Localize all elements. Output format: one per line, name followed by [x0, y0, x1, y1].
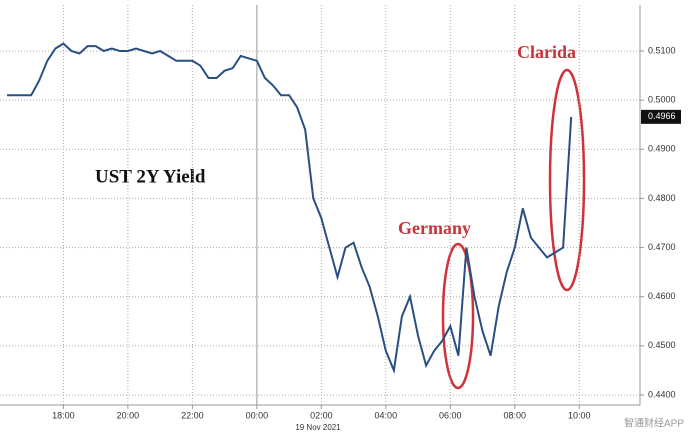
last-value-label: 0.4966: [648, 111, 676, 121]
x-tick-label: 10:00: [568, 410, 591, 420]
y-tick-label: 0.4900: [648, 144, 676, 154]
y-tick-label: 0.5100: [648, 45, 676, 55]
date-label: 19 Nov 2021: [295, 423, 341, 432]
highlight-ellipse: [441, 242, 475, 390]
chart-title: UST 2Y Yield: [95, 166, 206, 187]
y-tick-label: 0.5000: [648, 95, 676, 105]
highlight-ellipse: [548, 68, 586, 292]
last-value-tag: [641, 109, 681, 124]
watermark: 智通财经APP: [624, 417, 684, 430]
x-tick-label: 04:00: [375, 410, 398, 420]
y-tick-label: 0.4700: [648, 242, 676, 252]
line: [7, 42, 573, 375]
x-tick-label: 02:00: [310, 410, 333, 420]
y-tick-label: 0.4800: [648, 193, 676, 203]
annotation: Clarida: [517, 42, 576, 62]
x-tick-label: 22:00: [181, 410, 204, 420]
x-tick-label: 08:00: [504, 410, 527, 420]
annotation: Germany: [398, 218, 471, 238]
x-tick-label: 06:00: [439, 410, 462, 420]
x-tick-label: 00:00: [246, 410, 269, 420]
y-tick-label: 0.4500: [648, 340, 676, 350]
x-tick-label: 18:00: [52, 410, 75, 420]
x-tick-label: 20:00: [117, 410, 140, 420]
y-tick-label: 0.4400: [648, 389, 676, 399]
y-tick-label: 0.4600: [648, 291, 676, 301]
